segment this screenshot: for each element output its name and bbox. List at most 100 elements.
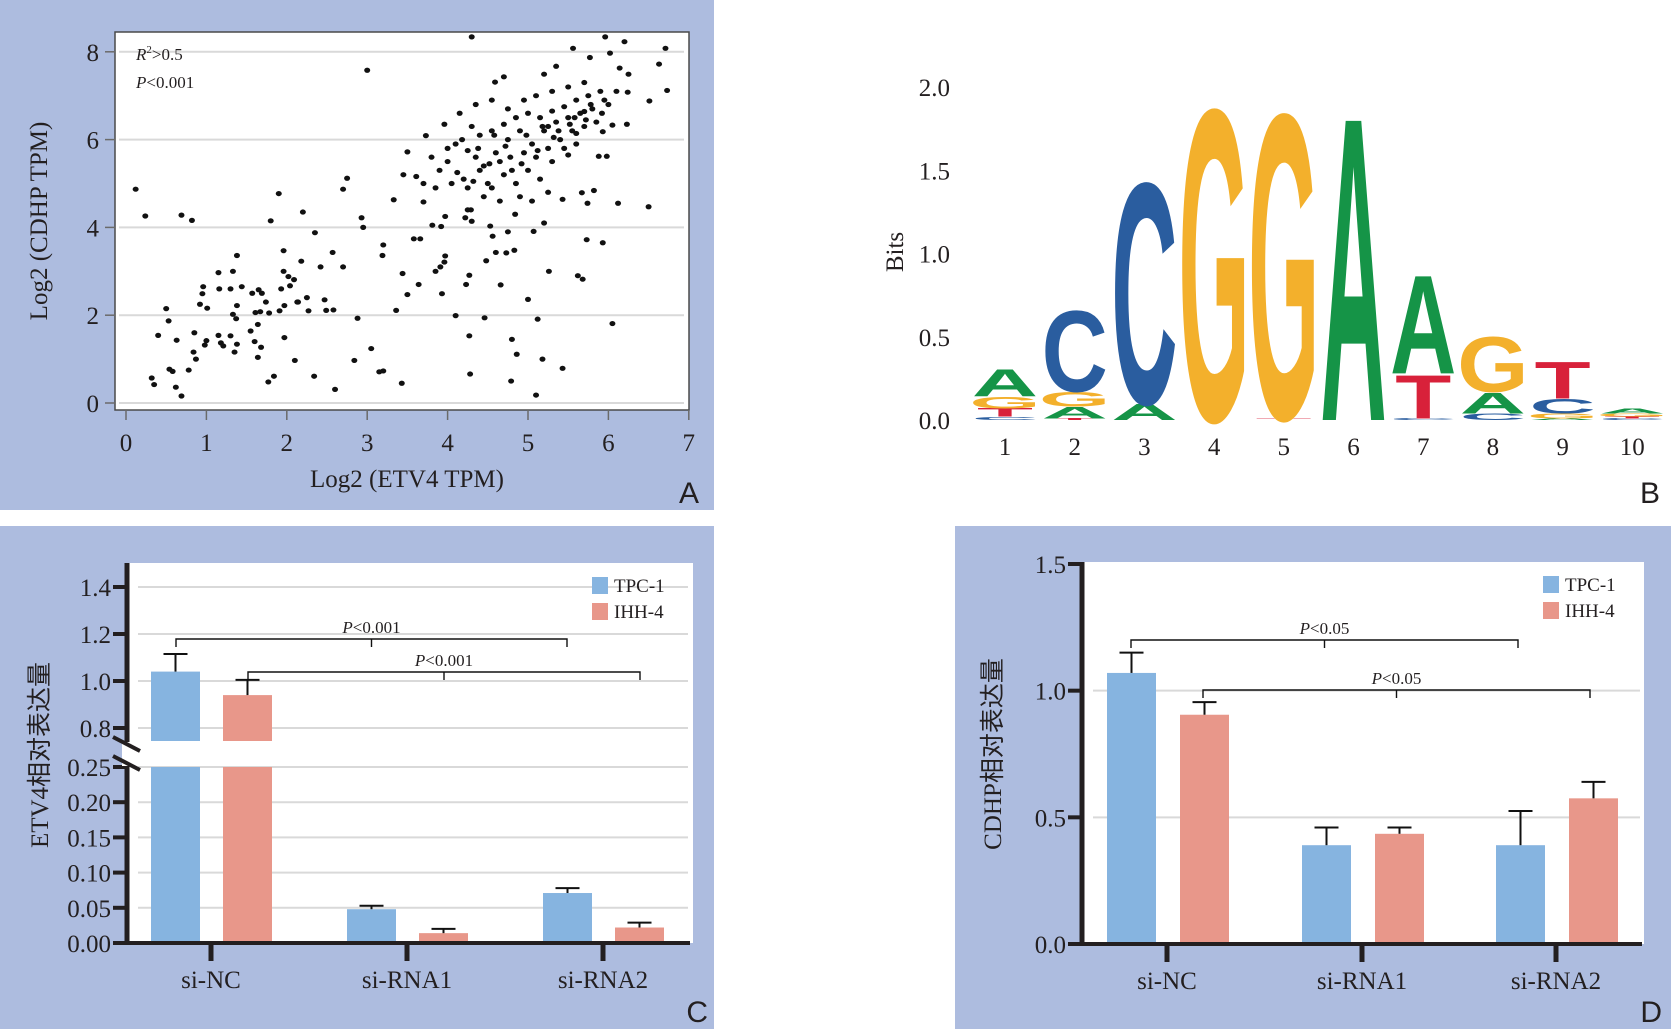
scatter-point [323, 307, 330, 313]
x-tick-label: 1 [999, 434, 1012, 461]
logo-letter-C: C [1111, 118, 1177, 471]
scatter-point [420, 180, 427, 187]
scatter-point [460, 176, 467, 182]
scatter-point [231, 349, 238, 355]
scatter-point [512, 211, 519, 217]
scatter-point [525, 296, 531, 302]
scatter-point [398, 380, 405, 386]
bar [1302, 845, 1351, 944]
axis-ticks: 0.0 0.5 1.0 1.5 2.0 1 2 3 4 5 6 7 8 9 10 [919, 75, 1645, 461]
scatter-point [233, 316, 240, 322]
scatter-point [265, 379, 272, 385]
y-tick-label: 0.00 [67, 931, 111, 958]
logo-letter-A: A [1529, 418, 1595, 421]
scatter-point [462, 215, 469, 221]
scatter-point [590, 187, 597, 194]
plot-area [127, 563, 693, 943]
scatter-point [621, 39, 628, 45]
scatter-point [262, 299, 269, 305]
scatter-point [404, 291, 411, 298]
x-tick-label: si-RNA2 [558, 967, 648, 994]
scatter-point [545, 268, 552, 274]
y-axis-title: Log2 (CDHP TPM) [26, 122, 53, 321]
scatter-point [229, 311, 236, 317]
logo-letter-C: C [972, 416, 1038, 421]
scatter-point [625, 71, 632, 77]
scatter-point [303, 295, 310, 301]
scatter-point [574, 273, 581, 279]
significance-bracket [175, 638, 568, 647]
scatter-point [251, 338, 258, 345]
y-tick-label: 0.20 [67, 790, 111, 817]
scatter-point [480, 163, 487, 169]
scatter-point [464, 185, 471, 191]
scatter-point [549, 88, 556, 94]
x-tick-label: 4 [1208, 434, 1221, 461]
scatter-point [539, 123, 546, 130]
scatter-point [468, 218, 475, 224]
x-tick-label: 7 [1417, 434, 1430, 461]
scatter-point [480, 194, 487, 200]
scatter-point [645, 204, 652, 210]
y-tick-label: 1.0 [80, 669, 111, 696]
scatter-point [332, 386, 339, 392]
logo-letter-G: G [969, 394, 1040, 412]
logo-letter-T: T [1604, 416, 1660, 419]
scatter-point [476, 132, 483, 138]
scatter-point [393, 307, 400, 313]
scatter-point [646, 98, 653, 104]
scatter-point [504, 106, 511, 112]
scatter-point [444, 145, 451, 151]
panel-letter-b: B [1640, 477, 1660, 510]
x-tick-label: si-NC [1137, 968, 1197, 995]
legend-swatch [1543, 576, 1559, 593]
scatter-point [280, 248, 287, 254]
bar [615, 927, 664, 943]
scatter-point [555, 128, 562, 134]
scatter-point [285, 273, 292, 280]
scatter-point [410, 236, 417, 242]
scatter-point [280, 268, 287, 274]
scatter-point [344, 175, 351, 181]
scatter-point [541, 220, 548, 226]
scatter-point [533, 93, 540, 99]
logo-letter-G: G [1457, 322, 1528, 409]
logo-letter-A: A [972, 361, 1038, 405]
scatter-point [584, 200, 591, 206]
logo-letter-T: T [1395, 362, 1451, 432]
scatter-point [503, 250, 510, 256]
scatter-point [148, 375, 155, 381]
significance-bracket [247, 671, 641, 680]
scatter-point [500, 74, 507, 80]
scatter-points [132, 34, 671, 399]
scatter-point [192, 356, 199, 362]
logo-letter-C: C [1390, 418, 1456, 421]
scatter-point [599, 240, 606, 246]
scatter-point [616, 65, 623, 71]
logo-letter-A: A [1390, 246, 1456, 404]
significance-label: P<0.05 [1299, 619, 1350, 638]
scatter-point [492, 79, 499, 85]
y-tick-label: 2 [87, 303, 100, 330]
y-tick-label: 0.5 [1035, 805, 1066, 832]
scatter-point [438, 291, 445, 297]
scatter-point [530, 228, 537, 234]
scatter-point [504, 229, 511, 235]
scatter-point [201, 342, 208, 348]
scatter-point [550, 134, 557, 141]
scatter-point [233, 341, 240, 347]
scatter-point [317, 264, 324, 270]
scatter-point [380, 368, 387, 374]
scatter-point [417, 236, 424, 242]
y-tick-label: 1.0 [1035, 679, 1066, 706]
scatter-point [294, 299, 301, 305]
x-tick-label: 2 [1068, 434, 1081, 461]
logo-letter-T: T [1535, 350, 1591, 410]
plot-area [1082, 562, 1644, 944]
scatter-point [340, 264, 347, 270]
scatter-point [607, 50, 614, 56]
y-axis-title: Bits [882, 232, 909, 272]
scatter-point [227, 286, 234, 292]
scatter-point [436, 167, 443, 173]
